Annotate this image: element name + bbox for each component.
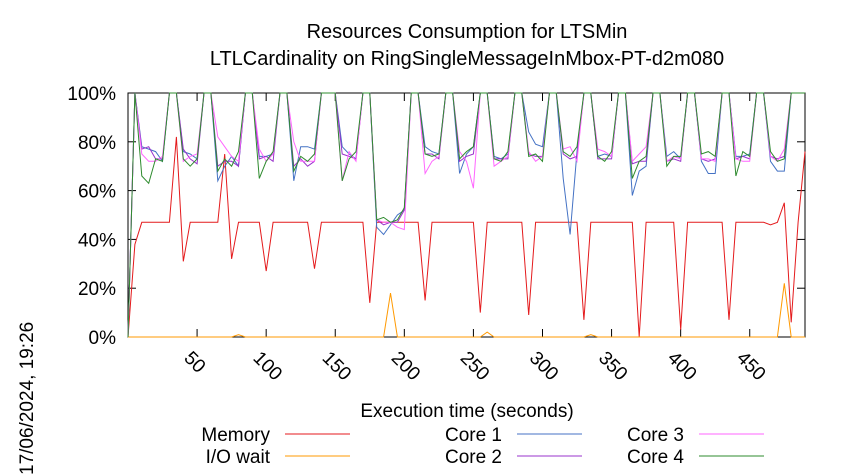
legend-label-core-2: Core 2 (445, 447, 502, 468)
y-tick-label: 100% (67, 84, 116, 105)
x-tick-label: 300 (525, 348, 562, 385)
chart-title-line2: LTLCardinality on RingSingleMessageInMbo… (210, 48, 724, 70)
y-tick-label: 0% (89, 328, 117, 349)
legend-label-memory: Memory (201, 425, 270, 446)
series-line-core-1 (127, 92, 805, 338)
series-line-core-2 (127, 92, 805, 338)
plot-frame (127, 92, 806, 338)
x-axis-label: Execution time (seconds) (360, 401, 573, 422)
y-tick-label: 60% (78, 182, 116, 203)
y-tick-label: 40% (78, 230, 116, 251)
legend-label-core-3: Core 3 (627, 425, 684, 446)
chart-title-line1: Resources Consumption for LTSMin (307, 21, 628, 43)
x-tick-label: 350 (594, 348, 631, 385)
series-lines (127, 92, 806, 338)
series-line-core-4 (127, 92, 805, 338)
timestamp-label: 17/06/2024, 19:26 (17, 322, 38, 475)
series-line-core-3 (127, 92, 805, 338)
x-tick-label: 200 (387, 348, 424, 385)
x-tick-label: 250 (456, 348, 493, 385)
x-tick-label: 450 (732, 348, 769, 385)
x-tick-label: 100 (249, 348, 286, 385)
legend-label-i-o-wait: I/O wait (206, 447, 271, 468)
series-line-memory (127, 136, 806, 338)
legend-label-core-1: Core 1 (445, 425, 502, 446)
legend-label-core-4: Core 4 (627, 447, 684, 468)
x-tick-label: 400 (663, 348, 700, 385)
y-tick-label: 80% (78, 133, 116, 154)
x-tick-label: 50 (180, 348, 210, 378)
x-tick-label: 150 (318, 348, 355, 385)
y-tick-label: 20% (78, 279, 116, 300)
y-axis: 0% 20% 40% 60% 80% 100% (67, 84, 805, 349)
series-line-i-o-wait (128, 283, 805, 338)
